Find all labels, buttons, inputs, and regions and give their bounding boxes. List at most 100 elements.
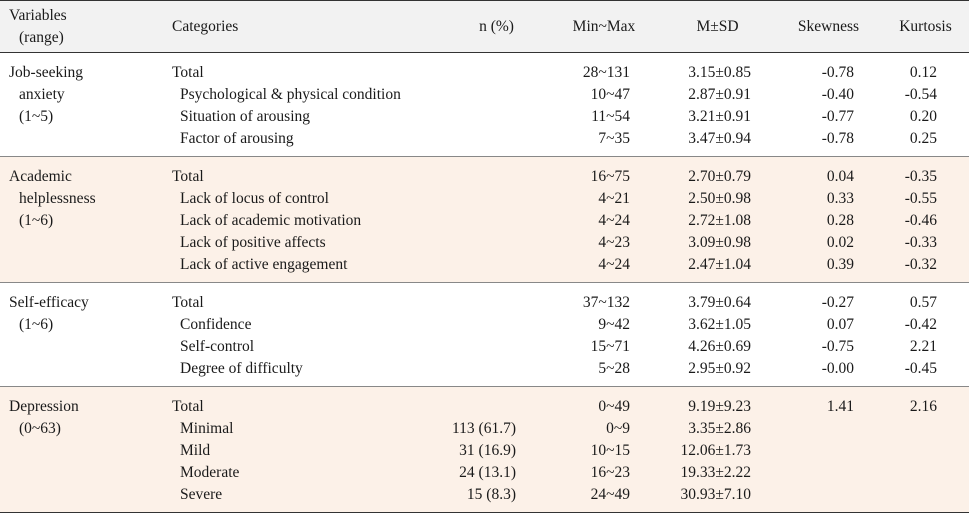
table-header: Variables (range) Categories n (%) Min~M… [0,0,969,53]
min-max-cell: 4~23 [598,234,630,251]
category-cell: Confidence [180,316,252,333]
table-row: Depression (0~63) Total 0~49 9.19±9.23 1.41 2.… [0,386,969,437]
skewness-cell: -0.40 [821,86,854,103]
category-cell: Lack of academic motivation [180,212,362,229]
mean-sd-cell: 3.47±0.94 [688,130,751,147]
header-skewness: Skewness [797,17,860,35]
mean-sd-cell: 30.93±7.10 [680,486,751,503]
min-max-cell: 10~47 [590,86,630,103]
table-row: Lack of active engagement 4~24 2.47±1.04 0.… [0,254,969,283]
category-cell: Mild [180,442,211,459]
variable-label-line: (1~5) [19,108,54,125]
table-row: Lack of positive affects 4~23 3.09±0.98 0.0… [0,232,969,254]
skewness-cell: 0.28 [826,212,854,229]
skewness-cell: 0.04 [826,168,854,185]
category-cell: Total [172,168,204,185]
variable-label-line: Academic [9,168,72,185]
category-cell: Minimal [180,420,234,437]
min-max-cell: 16~23 [590,464,630,481]
mean-sd-cell: 3.79±0.64 [688,294,751,311]
n-percent-cell [445,157,548,189]
n-percent-cell [445,188,548,210]
min-max-cell: 4~24 [598,212,630,229]
variable-label-line: Job-seeking [9,64,84,81]
skewness-cell [775,418,882,440]
min-max-cell: 4~24 [598,256,630,273]
kurtosis-cell [882,418,969,440]
variable-label-line: Self-efficacy [9,294,89,311]
n-percent-cell [445,336,548,358]
min-max-cell: 4~21 [598,190,630,207]
category-cell: Severe [180,486,223,503]
mean-sd-cell: 2.47±1.04 [688,256,751,273]
category-cell: Moderate [180,464,240,481]
variable-group: Self-efficacy (1~6) Total 37~132 3.79±0.64 -0… [0,283,969,387]
n-percent-cell: 15 (8.3) [466,486,516,503]
skewness-cell: 0.07 [826,316,854,333]
skewness-cell: 0.33 [826,190,854,207]
n-percent-cell [445,84,548,106]
n-percent-cell [445,283,548,315]
table-row: Academic helplessness (1~6) Total 16~75 2.70±… [0,156,969,229]
category-cell: Degree of difficulty [180,360,303,377]
kurtosis-cell: -0.54 [904,86,937,103]
variable-group: Job-seeking anxiety (1~5) Total 28~131 3.15±0… [0,53,969,157]
variable-cell: Job-seeking anxiety (1~5) [0,53,162,157]
kurtosis-cell [882,484,969,513]
skewness-cell [775,440,882,462]
variable-group: Depression (0~63) Total 0~49 9.19±9.23 1.41 2.… [0,386,969,513]
category-cell: Lack of positive affects [180,234,326,251]
table-row: Self-control 15~71 4.26±0.69 -0.75 2.21 [0,336,969,358]
kurtosis-cell: -0.46 [904,212,937,229]
mean-sd-cell: 12.06±1.73 [680,442,751,459]
min-max-cell: 5~28 [598,360,630,377]
min-max-cell: 24~49 [590,486,630,503]
mean-sd-cell: 2.50±0.98 [688,190,751,207]
n-percent-cell: 24 (13.1) [459,464,516,481]
category-cell: Total [172,294,204,311]
skewness-cell: -0.78 [821,130,854,147]
skewness-cell [775,462,882,484]
table-row: Degree of difficulty 5~28 2.95±0.92 -0.00 -0… [0,358,969,387]
header-mean-sd: M±SD [696,17,739,35]
variable-label-line: Depression [9,398,79,415]
skewness-cell: -0.00 [821,360,854,377]
skewness-cell [775,484,882,513]
header-min-max: Min~Max [572,17,636,35]
min-max-cell: 37~132 [582,294,630,311]
category-cell: Self-control [180,338,255,355]
skewness-cell: -0.77 [821,108,854,125]
min-max-cell: 10~15 [590,442,630,459]
variable-label-line: (0~63) [19,420,61,437]
n-percent-cell [445,358,548,387]
category-cell: Factor of arousing [180,130,294,147]
skewness-cell: -0.27 [821,294,854,311]
variable-group: Academic helplessness (1~6) Total 16~75 2.70±… [0,156,969,283]
variable-label-line: (1~6) [19,316,54,333]
kurtosis-cell: 0.57 [909,294,937,311]
mean-sd-cell: 3.15±0.85 [688,64,751,81]
kurtosis-cell: -0.45 [904,360,937,377]
table-row: Confidence 9~42 3.62±1.05 0.07 -0.42 [0,314,969,336]
min-max-cell: 0~49 [598,398,630,415]
kurtosis-cell: 0.25 [909,130,937,147]
mean-sd-cell: 2.70±0.79 [688,168,751,185]
header-n-percent: n (%) [479,17,514,35]
variable-label-line: anxiety [19,86,65,103]
mean-sd-cell: 19.33±2.22 [680,464,751,481]
mean-sd-cell: 3.21±0.91 [688,108,751,125]
category-cell: Total [172,398,204,415]
kurtosis-cell [882,462,969,484]
kurtosis-cell: 0.20 [909,108,937,125]
n-percent-cell [445,232,548,254]
skewness-cell: 0.39 [826,256,854,273]
kurtosis-cell [882,440,969,462]
variable-cell: Depression (0~63) [0,387,162,513]
mean-sd-cell: 3.62±1.05 [688,316,751,333]
table-row: Job-seeking anxiety (1~5) Total 28~131 3.15±0… [0,53,969,125]
min-max-cell: 11~54 [591,108,630,125]
min-max-cell: 0~9 [606,420,630,437]
n-percent-cell [445,106,548,128]
header-kurtosis: Kurtosis [899,17,952,35]
